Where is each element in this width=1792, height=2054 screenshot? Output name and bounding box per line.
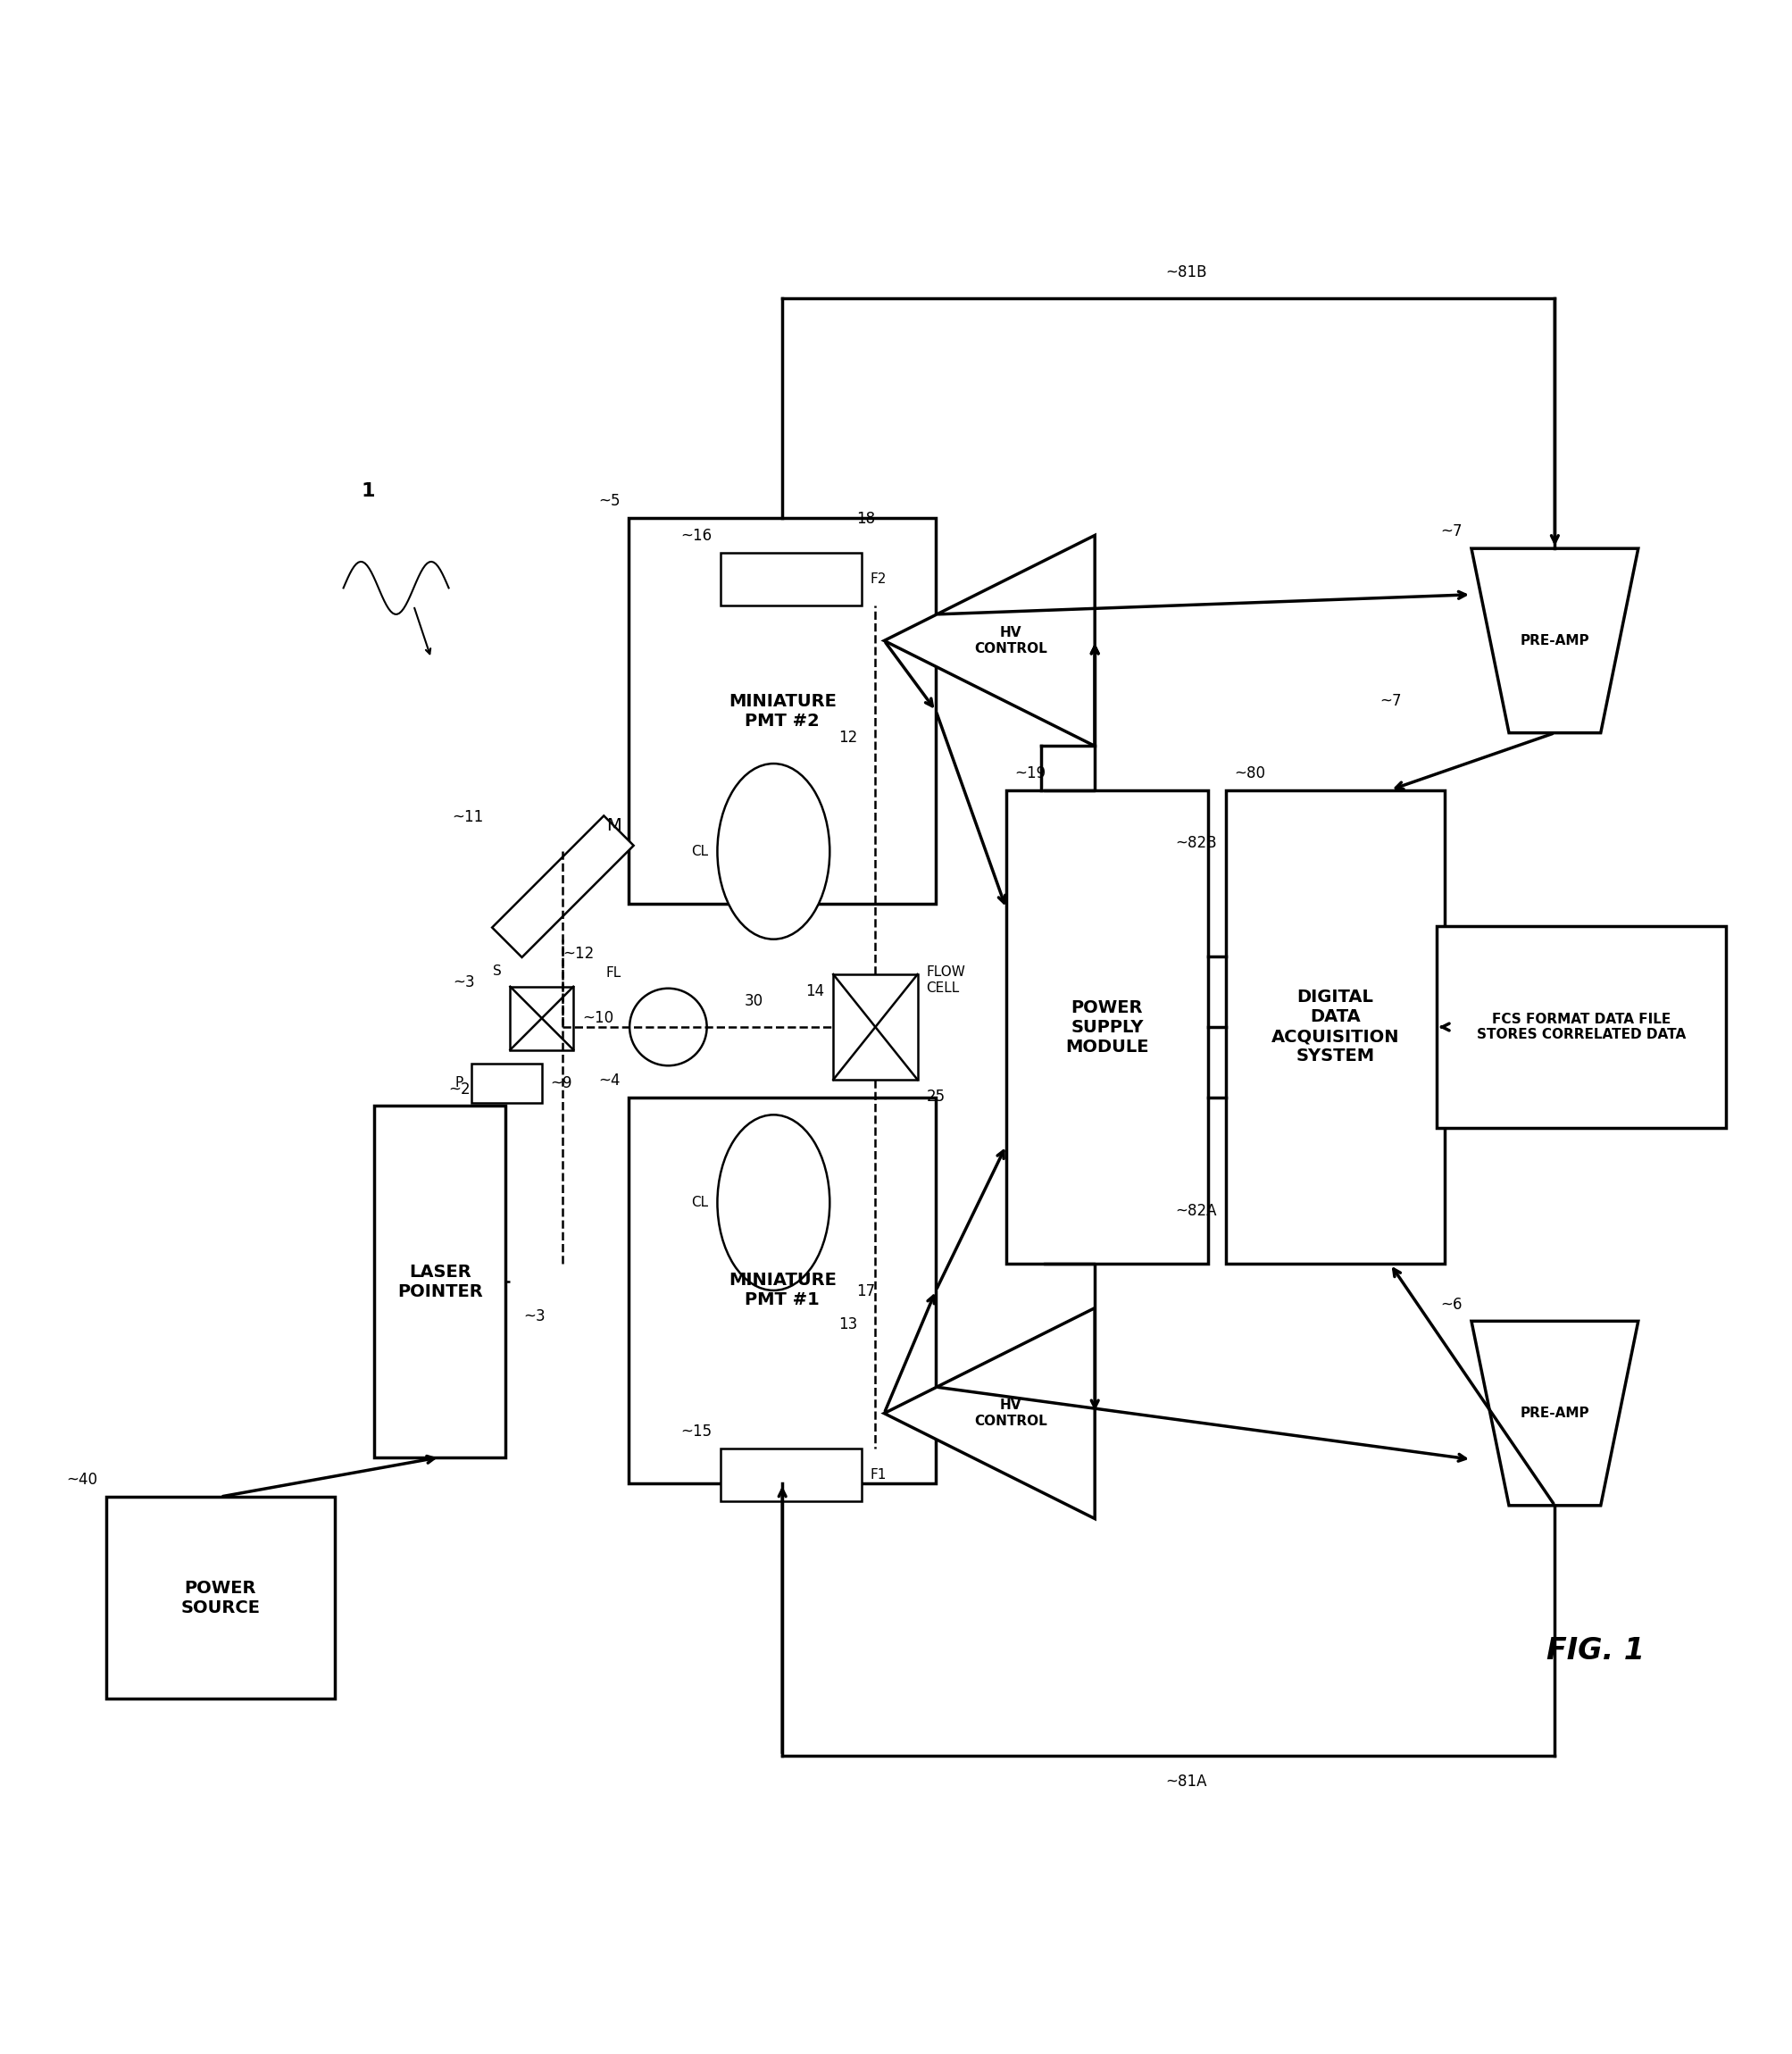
Text: ~7: ~7 [1378,694,1401,709]
Text: CL: CL [692,844,708,859]
Text: PRE-AMP: PRE-AMP [1520,1407,1590,1419]
Ellipse shape [717,764,830,939]
Text: ~2: ~2 [448,1080,471,1097]
Bar [1005,791,1208,1263]
Text: 18: 18 [857,511,874,526]
Text: 30: 30 [744,992,763,1009]
Bar [1226,791,1444,1263]
Text: 17: 17 [857,1284,874,1300]
Bar [720,553,860,606]
Text: 13: 13 [839,1317,857,1333]
Polygon shape [883,1308,1095,1518]
Bar [106,1497,335,1699]
Text: ~3: ~3 [453,974,475,990]
Text: ~3: ~3 [523,1308,545,1325]
Polygon shape [1471,1321,1638,1506]
Text: CL: CL [692,1195,708,1210]
Text: PRE-AMP: PRE-AMP [1520,635,1590,647]
Text: ~82B: ~82B [1176,834,1217,850]
Bar [511,986,573,1050]
Bar [629,1097,935,1483]
Text: FIG. 1: FIG. 1 [1545,1635,1643,1666]
Text: ~7: ~7 [1441,524,1462,540]
Text: ~19: ~19 [1014,764,1047,781]
Text: HV
CONTROL: HV CONTROL [973,1399,1047,1428]
Text: ~40: ~40 [66,1473,97,1487]
Text: FL: FL [606,965,620,980]
Bar [833,974,918,1080]
Bar [471,1064,541,1103]
Text: ~4: ~4 [599,1072,620,1089]
Text: ~9: ~9 [550,1074,572,1091]
Circle shape [629,988,706,1066]
Bar [629,518,935,904]
Text: ~81B: ~81B [1165,265,1206,281]
Text: 14: 14 [805,984,824,998]
Text: POWER
SOURCE: POWER SOURCE [181,1580,260,1616]
Text: LASER
POINTER: LASER POINTER [398,1263,482,1300]
Text: M: M [606,817,622,834]
Text: FCS FORMAT DATA FILE
STORES CORRELATED DATA: FCS FORMAT DATA FILE STORES CORRELATED D… [1477,1013,1684,1041]
Bar [375,1105,505,1456]
Polygon shape [491,815,633,957]
Text: P: P [455,1076,462,1091]
Text: ~6: ~6 [1441,1296,1462,1313]
Text: ~10: ~10 [582,1011,613,1027]
Text: MINIATURE
PMT #2: MINIATURE PMT #2 [728,692,835,729]
Polygon shape [1471,548,1638,733]
Text: ~5: ~5 [599,493,620,509]
Text: 25: 25 [926,1089,944,1105]
Bar [1435,926,1726,1128]
Ellipse shape [717,1115,830,1290]
Text: ~11: ~11 [452,809,484,826]
Text: 12: 12 [839,729,857,746]
Text: FLOW
CELL: FLOW CELL [926,965,964,994]
Text: ~15: ~15 [681,1423,711,1440]
Text: F2: F2 [869,573,885,585]
Text: 1: 1 [360,483,375,501]
Polygon shape [883,536,1095,746]
Text: F1: F1 [869,1469,885,1481]
Bar [720,1448,860,1501]
Text: HV
CONTROL: HV CONTROL [973,626,1047,655]
Text: DIGITAL
DATA
ACQUISITION
SYSTEM: DIGITAL DATA ACQUISITION SYSTEM [1271,990,1400,1064]
Text: POWER
SUPPLY
MODULE: POWER SUPPLY MODULE [1064,998,1149,1056]
Text: ~82A: ~82A [1176,1204,1217,1220]
Text: S: S [493,965,502,978]
Text: ~16: ~16 [681,528,711,544]
Text: ~80: ~80 [1235,764,1265,781]
Text: ~12: ~12 [563,947,595,961]
Text: ~81A: ~81A [1165,1773,1206,1789]
Text: MINIATURE
PMT #1: MINIATURE PMT #1 [728,1271,835,1308]
